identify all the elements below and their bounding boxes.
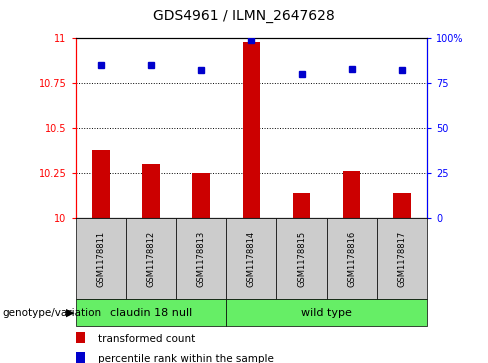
Text: transformed count: transformed count	[99, 334, 196, 344]
Bar	[343, 171, 361, 218]
Bar	[393, 193, 411, 218]
Bar	[76, 352, 85, 363]
Bar	[243, 42, 260, 218]
Bar	[192, 173, 210, 218]
Bar	[293, 193, 310, 218]
Text: wild type: wild type	[301, 307, 352, 318]
Bar	[276, 218, 326, 299]
Bar	[176, 218, 226, 299]
Bar	[377, 218, 427, 299]
Bar	[226, 299, 427, 326]
Text: GSM1178816: GSM1178816	[347, 231, 356, 287]
Text: claudin 18 null: claudin 18 null	[110, 307, 192, 318]
Bar	[226, 218, 276, 299]
Text: ▶: ▶	[66, 307, 74, 318]
Bar	[126, 218, 176, 299]
Text: GSM1178817: GSM1178817	[397, 231, 407, 287]
Bar	[76, 299, 226, 326]
Bar	[326, 218, 377, 299]
Bar	[142, 164, 160, 218]
Bar	[76, 218, 126, 299]
Text: percentile rank within the sample: percentile rank within the sample	[99, 354, 274, 363]
Bar	[76, 332, 85, 343]
Text: GSM1178815: GSM1178815	[297, 231, 306, 287]
Text: GSM1178814: GSM1178814	[247, 231, 256, 287]
Text: GSM1178813: GSM1178813	[197, 231, 205, 287]
Bar	[92, 150, 109, 218]
Text: GSM1178811: GSM1178811	[96, 231, 105, 287]
Text: GSM1178812: GSM1178812	[146, 231, 156, 287]
Text: genotype/variation: genotype/variation	[2, 307, 102, 318]
Text: GDS4961 / ILMN_2647628: GDS4961 / ILMN_2647628	[153, 9, 335, 23]
